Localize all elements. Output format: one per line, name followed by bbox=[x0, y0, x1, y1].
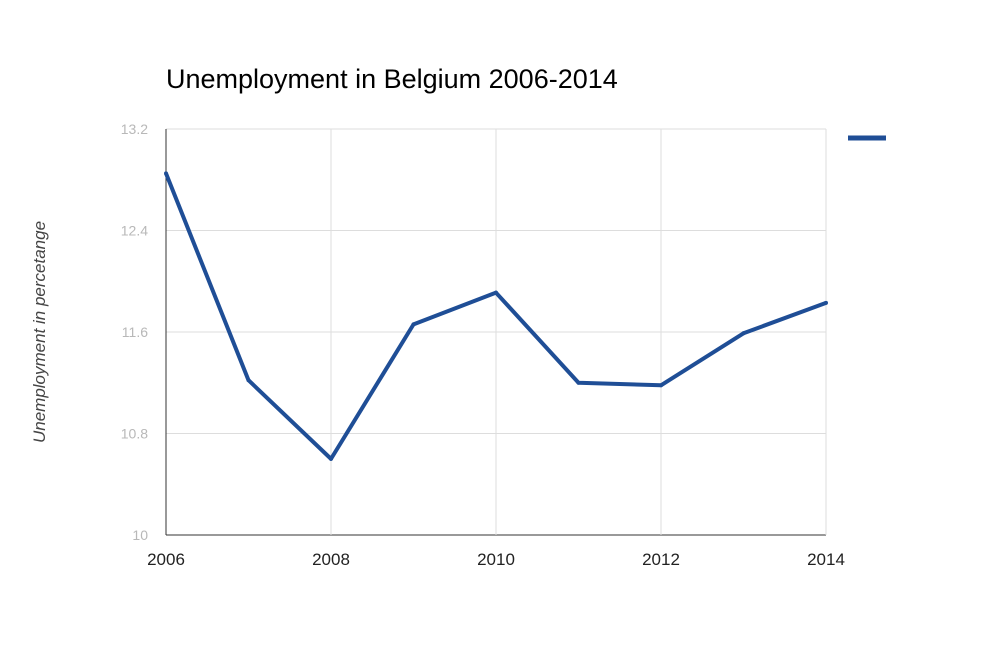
y-tick-label: 10.8 bbox=[121, 426, 148, 442]
data-point bbox=[576, 380, 581, 385]
data-point bbox=[246, 378, 251, 383]
y-axis-label: Unemployment in percetange bbox=[30, 221, 49, 443]
chart-title: Unemployment in Belgium 2006-2014 bbox=[166, 64, 618, 94]
data-point bbox=[494, 290, 498, 295]
data-point bbox=[659, 383, 663, 388]
x-axis-ticks: 2006 2008 2010 2012 2014 bbox=[147, 550, 845, 569]
data-point bbox=[164, 171, 168, 176]
y-tick-label: 11.6 bbox=[122, 324, 148, 340]
x-tick-label: 2006 bbox=[147, 550, 185, 569]
x-tick-label: 2014 bbox=[807, 550, 845, 569]
grid bbox=[165, 128, 827, 536]
data-point bbox=[824, 300, 828, 305]
series bbox=[164, 171, 828, 461]
data-point bbox=[329, 456, 333, 461]
y-tick-label: 13.2 bbox=[121, 121, 148, 137]
y-tick-label: 10 bbox=[132, 527, 148, 543]
x-tick-label: 2008 bbox=[312, 550, 350, 569]
y-axis-ticks: 13.2 12.4 11.6 10.8 10 bbox=[121, 121, 148, 543]
data-point bbox=[741, 331, 746, 336]
data-point bbox=[411, 322, 416, 327]
y-tick-label: 12.4 bbox=[121, 223, 148, 239]
x-tick-label: 2012 bbox=[642, 550, 680, 569]
x-tick-label: 2010 bbox=[477, 550, 515, 569]
